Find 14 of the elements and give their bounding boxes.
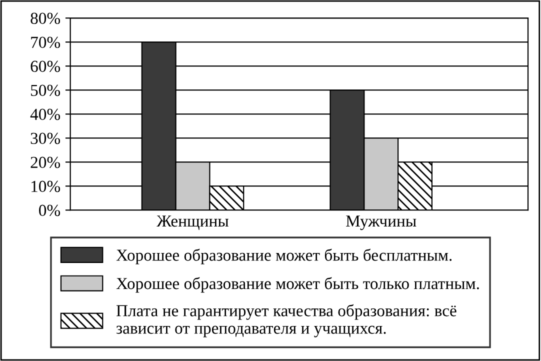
legend-label: Плата не гарантирует качества образования: всё зависит от преподавателя и учащихся. [116, 304, 456, 338]
x-tick-label: Мужчины [346, 216, 416, 230]
y-tick-label: 40% [30, 108, 60, 120]
y-tick-label: 80% [30, 12, 60, 24]
y-tick-label: 30% [30, 132, 60, 144]
y-tick-label: 70% [31, 36, 60, 48]
y-tick-label: 10% [32, 180, 60, 192]
y-tick-label: 60% [30, 60, 60, 72]
legend-label: Хорошее образование может быть бесплатным. [116, 248, 452, 264]
legend-label: Хорошее образование может быть только платным. [116, 277, 479, 293]
y-tick-label: 0% [39, 204, 60, 216]
x-tick-label: Женщины [156, 216, 228, 230]
y-tick-label: 20% [30, 156, 60, 168]
y-tick-label: 50% [31, 84, 60, 96]
